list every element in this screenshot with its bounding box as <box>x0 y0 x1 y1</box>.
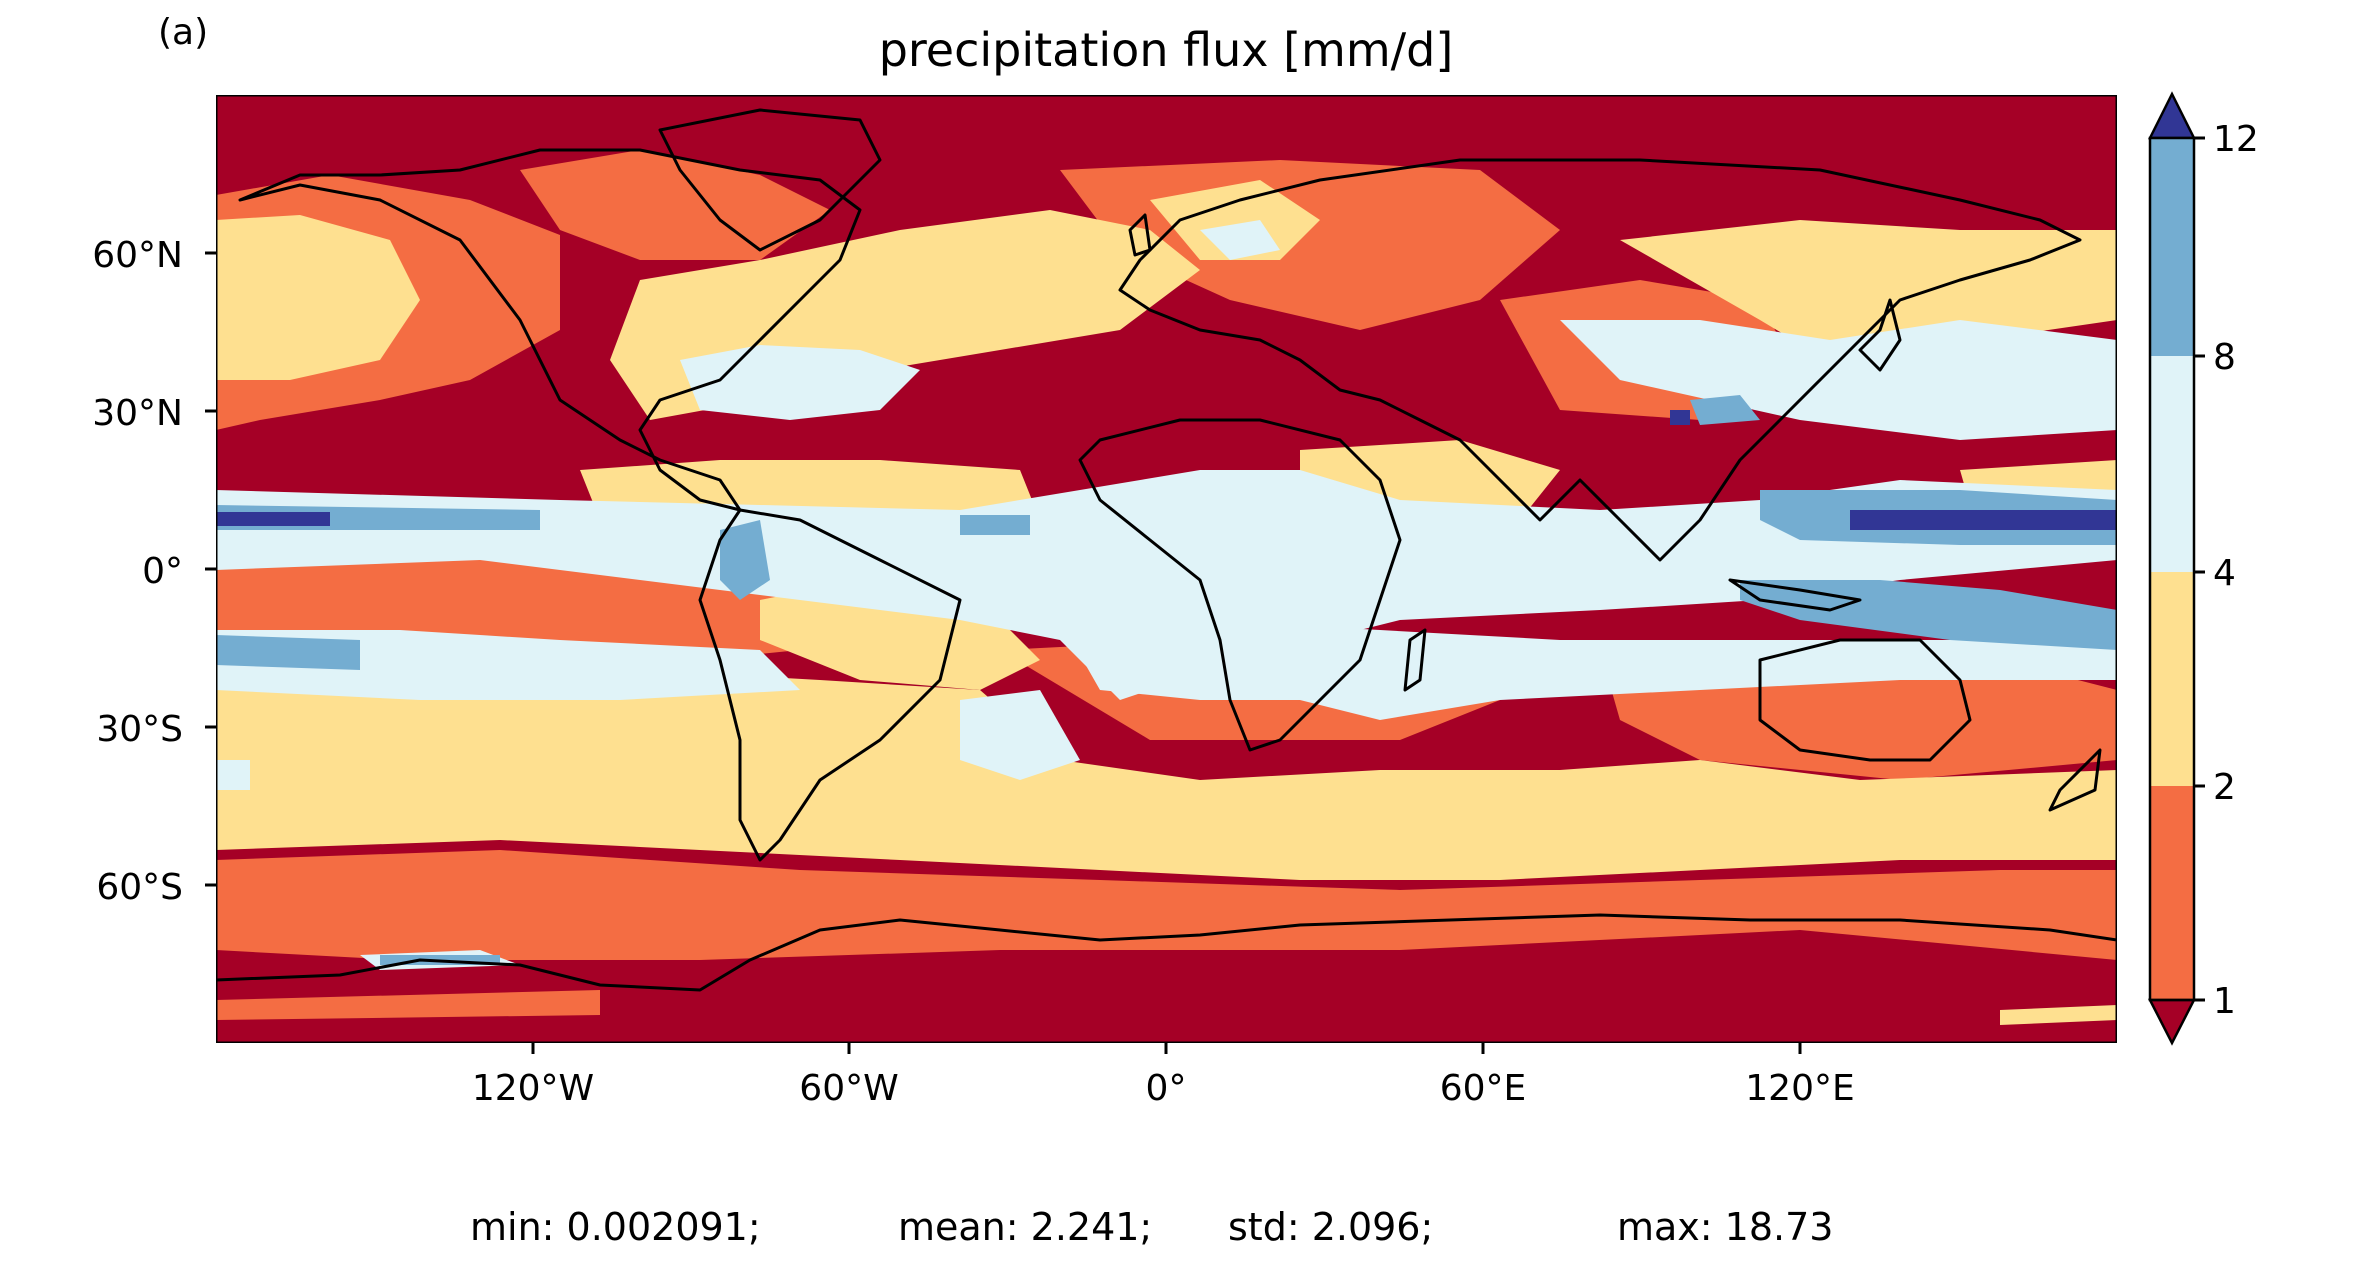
stat-max: max: 18.73 <box>1617 1205 1833 1249</box>
stat-mean: mean: 2.241; <box>898 1205 1152 1249</box>
coastline-madagascar <box>1403 628 1427 692</box>
coastline-europe-asia <box>1118 158 2082 562</box>
field-over-12 <box>216 410 2117 530</box>
coastline-british-isles <box>1128 213 1152 257</box>
lat-tick-30n: 30°N <box>92 393 183 434</box>
lat-tick-0: 0° <box>142 551 183 592</box>
stat-std: std: 2.096; <box>1228 1205 1433 1249</box>
lon-tick-60w: 60°W <box>799 1068 898 1109</box>
colorbar-bin-4-8 <box>2150 356 2194 572</box>
coastline-japan <box>1858 298 1902 372</box>
colorbar-label-8: 8 <box>2213 337 2236 378</box>
coastline-south-america <box>698 508 962 862</box>
colorbar-label-1: 1 <box>2213 981 2236 1022</box>
map-panel <box>216 95 2117 1043</box>
lon-tick-120w: 120°W <box>472 1068 594 1109</box>
coastline-africa <box>1078 418 1402 752</box>
lat-tick-30s: 30°S <box>96 709 183 750</box>
colorbar-bin-8-12 <box>2150 138 2194 356</box>
latitude-axis: 60°N 30°N 0° 30°S 60°S <box>92 235 216 908</box>
coastline-new-zealand <box>2048 748 2102 812</box>
panel-label: (a) <box>158 12 208 53</box>
stat-min: min: 0.002091; <box>470 1205 761 1249</box>
coastline-antarctica <box>216 913 2117 1043</box>
coastlines <box>216 108 2117 1043</box>
lat-tick-60s: 60°S <box>96 867 183 908</box>
lon-tick-60e: 60°E <box>1440 1068 1527 1109</box>
coastline-north-america <box>238 148 862 512</box>
colorbar-bin-1-2 <box>2150 786 2194 1000</box>
colorbar-over-triangle <box>2147 91 2197 140</box>
lat-tick-60n: 60°N <box>92 235 183 276</box>
longitude-axis: 120°W 60°W 0° 60°E 120°E <box>472 1043 1855 1109</box>
colorbar-label-4: 4 <box>2213 553 2236 594</box>
colorbar-bin-2-4 <box>2150 572 2194 786</box>
map-title: precipitation flux [mm/d] <box>879 23 1454 77</box>
colorbar-frame <box>2148 136 2196 1002</box>
lon-tick-0: 0° <box>1146 1068 1187 1109</box>
colorbar-label-12: 12 <box>2213 119 2259 160</box>
coastline-greenland <box>658 108 882 252</box>
colorbar-label-2: 2 <box>2213 767 2236 808</box>
colorbar: 12 8 4 2 1 <box>2147 91 2259 1046</box>
coastline-australia <box>1758 638 1972 762</box>
precipitation-field <box>216 150 2117 1025</box>
coastline-indonesia <box>1728 578 1862 612</box>
stats-line: min: 0.002091; mean: 2.241; std: 2.096; … <box>470 1205 1833 1249</box>
lon-tick-120e: 120°E <box>1745 1068 1854 1109</box>
colorbar-under-triangle <box>2147 998 2197 1046</box>
